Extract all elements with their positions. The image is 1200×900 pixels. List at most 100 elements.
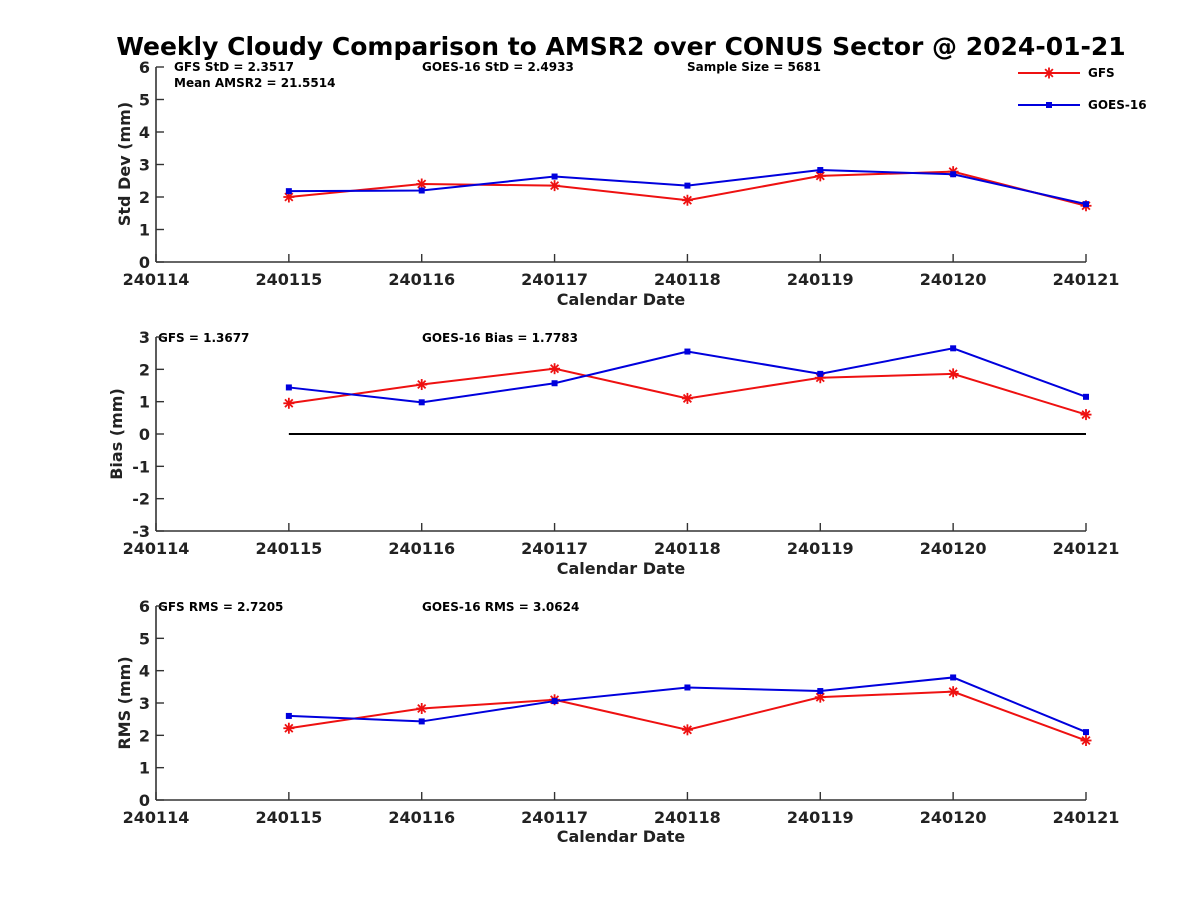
- panel3-ytick-label: 0: [139, 791, 150, 810]
- panel2-series-goes16-point: [817, 370, 824, 377]
- legend-marker-goes16: [1046, 102, 1052, 108]
- panel3-series-goes16-point: [950, 674, 957, 681]
- panel2-series-goes16-point: [418, 399, 425, 406]
- panel1-ytick-label: 2: [139, 188, 150, 207]
- panel2-series-gfs-point: [681, 392, 693, 404]
- legend: GFS GOES-16: [1018, 66, 1147, 112]
- panel2-series-goes16-point: [1083, 393, 1089, 400]
- panel1-xtick-label: 240116: [388, 270, 455, 289]
- panel1-xtick-label: 240117: [521, 270, 588, 289]
- panel3-ytick-label: 1: [139, 759, 150, 778]
- annotation-gfs-rms: GFS RMS = 2.7205: [158, 600, 283, 614]
- panel3-series-gfs-point: [681, 724, 693, 736]
- panel2-series-gfs-point: [1080, 409, 1092, 421]
- panel3-xtick-label: 240121: [1053, 808, 1120, 827]
- panel1-series-goes16-point: [1083, 201, 1089, 208]
- panel1-series-goes16-point: [418, 187, 425, 194]
- panel3-series-goes16-point: [285, 712, 292, 719]
- panel2-series-goes16-point: [551, 380, 558, 387]
- panel2-series-goes16-point: [950, 345, 957, 352]
- panel1-ytick-label: 4: [139, 123, 150, 142]
- annotation-gfs-bias: GFS = 1.3677: [158, 331, 249, 345]
- panel3-series-goes16-point: [418, 718, 425, 725]
- annotation-sample-size: Sample Size = 5681: [687, 60, 821, 74]
- legend-label-gfs: GFS: [1088, 66, 1115, 80]
- panel2-ytick-label: 0: [139, 425, 150, 444]
- panel1-series-goes16-point: [817, 167, 824, 174]
- panel2-ytick-label: -1: [132, 457, 150, 476]
- panel3-xtick-label: 240114: [123, 808, 190, 827]
- panel3-series-goes16-point: [817, 688, 824, 695]
- legend-marker-goes16-shape: [1046, 102, 1052, 108]
- annotation-mean-amsr2: Mean AMSR2 = 21.5514: [174, 76, 335, 90]
- panel3-series-gfs-point: [947, 686, 959, 698]
- annotation-goes16-std: GOES-16 StD = 2.4933: [422, 60, 574, 74]
- panel2-series-gfs-point: [283, 397, 295, 409]
- panel2-series-gfs-point: [416, 379, 428, 391]
- panel1-xtick-label: 240119: [787, 270, 854, 289]
- panel2-ytick-label: 3: [139, 328, 150, 347]
- panel3-series-goes16-point: [684, 684, 691, 691]
- panel2-series-goes16-point: [285, 384, 292, 391]
- panel3-ytick-label: 4: [139, 662, 150, 681]
- panel2-xtick-label: 240116: [388, 539, 455, 558]
- panel3-ytick-label: 3: [139, 694, 150, 713]
- y-axis-label-stddev: Std Dev (mm): [115, 102, 134, 226]
- panel1-xtick-label: 240121: [1053, 270, 1120, 289]
- panel2-series-gfs-line: [288, 367, 1087, 416]
- y-axis-label-rms: RMS (mm): [115, 656, 134, 749]
- panel1-series-goes16-point: [285, 188, 292, 195]
- panel-bias: GFS = 1.3677 GOES-16 Bias = 1.7783 Bias …: [107, 328, 1119, 578]
- panel3-xtick-label: 240120: [920, 808, 987, 827]
- panel1-ytick-label: 5: [139, 91, 150, 110]
- panel2-series-gfs-point: [947, 368, 959, 380]
- panel-rms: GFS RMS = 2.7205 GOES-16 RMS = 3.0624 RM…: [115, 597, 1119, 846]
- panel3-series-goes16-point: [1083, 729, 1089, 736]
- panel1-series-gfs-point: [549, 180, 561, 192]
- panel1-series-goes16-point: [551, 173, 558, 180]
- panel1-xtick-label: 240114: [123, 270, 190, 289]
- panel3-ytick-label: 2: [139, 726, 150, 745]
- panel1-xtick-label: 240118: [654, 270, 721, 289]
- panel1-series-gfs-point: [814, 170, 826, 182]
- panel1-series-gfs-point: [681, 194, 693, 206]
- panel3-ytick-label: 6: [139, 597, 150, 616]
- panel1-xtick-label: 240115: [255, 270, 322, 289]
- panel2-ytick-label: -3: [132, 522, 150, 541]
- panel2-series-gfs-point: [549, 363, 561, 375]
- panel1-ytick-label: 3: [139, 156, 150, 175]
- x-axis-label-bias: Calendar Date: [557, 559, 686, 578]
- panel3-series-gfs-point: [1080, 735, 1092, 747]
- legend-marker-gfs: [1043, 67, 1055, 79]
- panel1-xtick-label: 240120: [920, 270, 987, 289]
- panel3-xtick-label: 240115: [255, 808, 322, 827]
- panel1-ytick-label: 6: [139, 58, 150, 77]
- panel2-ytick-label: 1: [139, 393, 150, 412]
- y-axis-label-bias: Bias (mm): [107, 388, 126, 480]
- x-axis-label-rms: Calendar Date: [557, 827, 686, 846]
- panel3-xtick-label: 240118: [654, 808, 721, 827]
- x-axis-label-stddev: Calendar Date: [557, 290, 686, 309]
- legend-marker-gfs-shape: [1043, 67, 1055, 79]
- legend-label-goes16: GOES-16: [1088, 98, 1147, 112]
- chart-title: Weekly Cloudy Comparison to AMSR2 over C…: [116, 32, 1125, 61]
- panel1-series-goes16-point: [684, 182, 691, 189]
- panel2-xtick-label: 240118: [654, 539, 721, 558]
- panel2-xtick-label: 240119: [787, 539, 854, 558]
- panel2-xtick-label: 240117: [521, 539, 588, 558]
- panel1-ytick-label: 1: [139, 221, 150, 240]
- panel2-xtick-label: 240120: [920, 539, 987, 558]
- panel3-series-goes16-point: [551, 698, 558, 705]
- panel1-ytick-label: 0: [139, 253, 150, 272]
- panel3-series-gfs-point: [416, 702, 428, 714]
- panel2-xtick-label: 240115: [255, 539, 322, 558]
- panel3-ytick-label: 5: [139, 629, 150, 648]
- annotation-goes16-rms: GOES-16 RMS = 3.0624: [422, 600, 579, 614]
- panel2-ytick-label: 2: [139, 360, 150, 379]
- panel2-xtick-label: 240114: [123, 539, 190, 558]
- panel3-xtick-label: 240119: [787, 808, 854, 827]
- panel3-xtick-label: 240117: [521, 808, 588, 827]
- annotation-gfs-std: GFS StD = 2.3517: [174, 60, 294, 74]
